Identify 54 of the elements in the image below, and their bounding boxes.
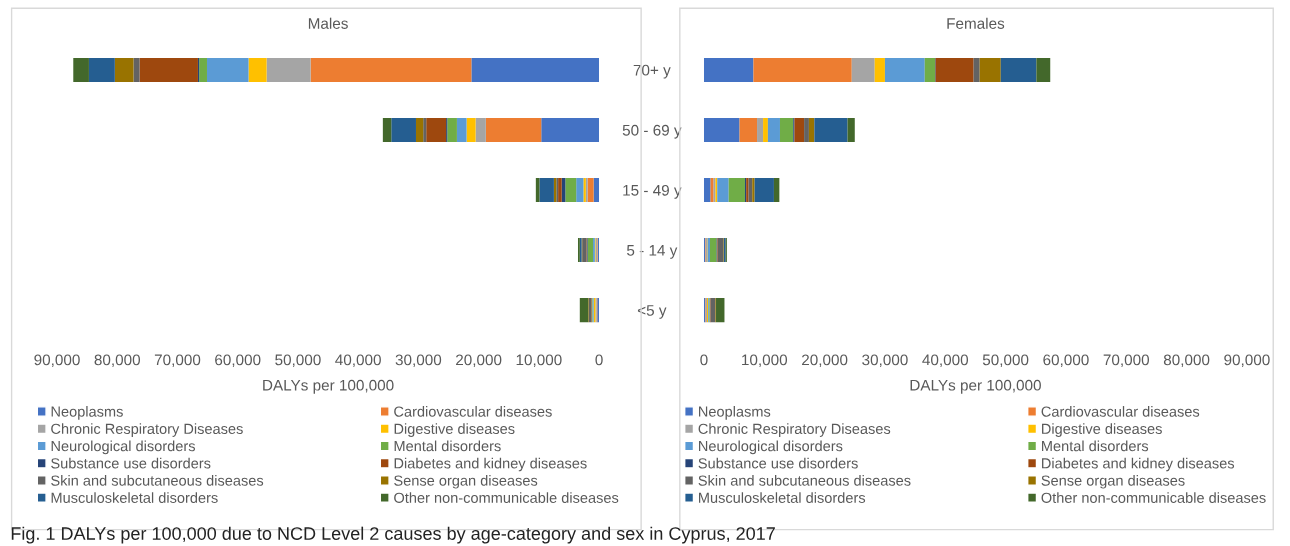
x-tick-label: 30,000: [395, 354, 442, 368]
legend-label: Mental disorders: [1042, 440, 1149, 452]
y-tick-label: 5 - 14 y: [626, 245, 678, 259]
x-axis-title: DALYs per 100,000: [910, 379, 1041, 394]
x-tick-label: 10,000: [516, 354, 562, 368]
x-tick-label: 30,000: [862, 354, 908, 368]
legend-label: Neurological disorders: [51, 440, 196, 455]
legend-label: Diabetes and kidney diseases: [394, 457, 587, 472]
chart-title: Males: [308, 17, 348, 29]
y-tick-label: 15 - 49 y: [623, 184, 682, 199]
legend-label: Substance use disorders: [698, 457, 858, 469]
y-tick-label: 50 - 69 y: [622, 124, 682, 139]
legend-label: Digestive diseases: [394, 423, 515, 437]
legend-label: Neurological disorders: [699, 440, 843, 455]
y-tick-label: <5 y: [637, 305, 667, 319]
x-tick-label: 90,000: [34, 354, 80, 368]
x-tick-label: 0: [700, 354, 708, 366]
x-tick-label: 70,000: [154, 354, 201, 368]
legend-label: Neoplasms: [699, 406, 771, 420]
legend-label: Sense organ diseases: [394, 475, 538, 489]
y-tick-label: 70+ y: [633, 64, 671, 79]
legend-label: Skin and subcutaneous diseases: [51, 475, 264, 486]
x-axis-title: DALYs per 100,000: [263, 379, 394, 394]
x-tick-label: 60,000: [1043, 354, 1089, 368]
legend-label: Mental disorders: [394, 440, 501, 452]
x-tick-label: 90,000: [1224, 354, 1270, 368]
x-tick-label: 40,000: [922, 354, 969, 368]
x-tick-label: 40,000: [335, 354, 381, 368]
legend-label: Chronic Respiratory Diseases: [51, 423, 243, 437]
legend-label: Cardiovascular diseases: [394, 406, 552, 417]
x-tick-label: 80,000: [94, 354, 141, 368]
legend-label: Sense organ diseases: [1041, 475, 1185, 489]
chart-title: Females: [947, 17, 1005, 29]
x-tick-label: 10,000: [742, 354, 788, 368]
legend-label: Digestive diseases: [1042, 423, 1162, 437]
legend-label: Cardiovascular diseases: [1041, 406, 1200, 417]
legend-label: Musculoskeletal disorders: [51, 492, 218, 503]
legend-label: Diabetes and kidney diseases: [1042, 457, 1235, 472]
x-tick-label: 20,000: [802, 354, 848, 368]
legend-label: Other non-communicable diseases: [394, 492, 619, 503]
legend-label: Substance use disorders: [51, 457, 211, 469]
legend-label: Neoplasms: [51, 406, 123, 420]
legend-label: Musculoskeletal disorders: [699, 492, 866, 503]
x-tick-label: 50,000: [982, 354, 1029, 368]
x-tick-label: 0: [595, 354, 603, 366]
legend-label: Other non-communicable diseases: [1041, 492, 1266, 503]
x-tick-label: 20,000: [456, 354, 502, 368]
caption: Fig. 1 DALYs per 100,000 due to NCD Level 2 causes by age-category and sex in Cyprus, 2017: [11, 526, 775, 544]
x-tick-label: 60,000: [215, 354, 261, 368]
x-tick-label: 70,000: [1103, 354, 1150, 368]
x-tick-label: 80,000: [1163, 354, 1210, 368]
x-tick-label: 50,000: [275, 354, 321, 368]
legend-label: Chronic Respiratory Diseases: [698, 423, 891, 437]
legend-label: Skin and subcutaneous diseases: [698, 475, 911, 486]
